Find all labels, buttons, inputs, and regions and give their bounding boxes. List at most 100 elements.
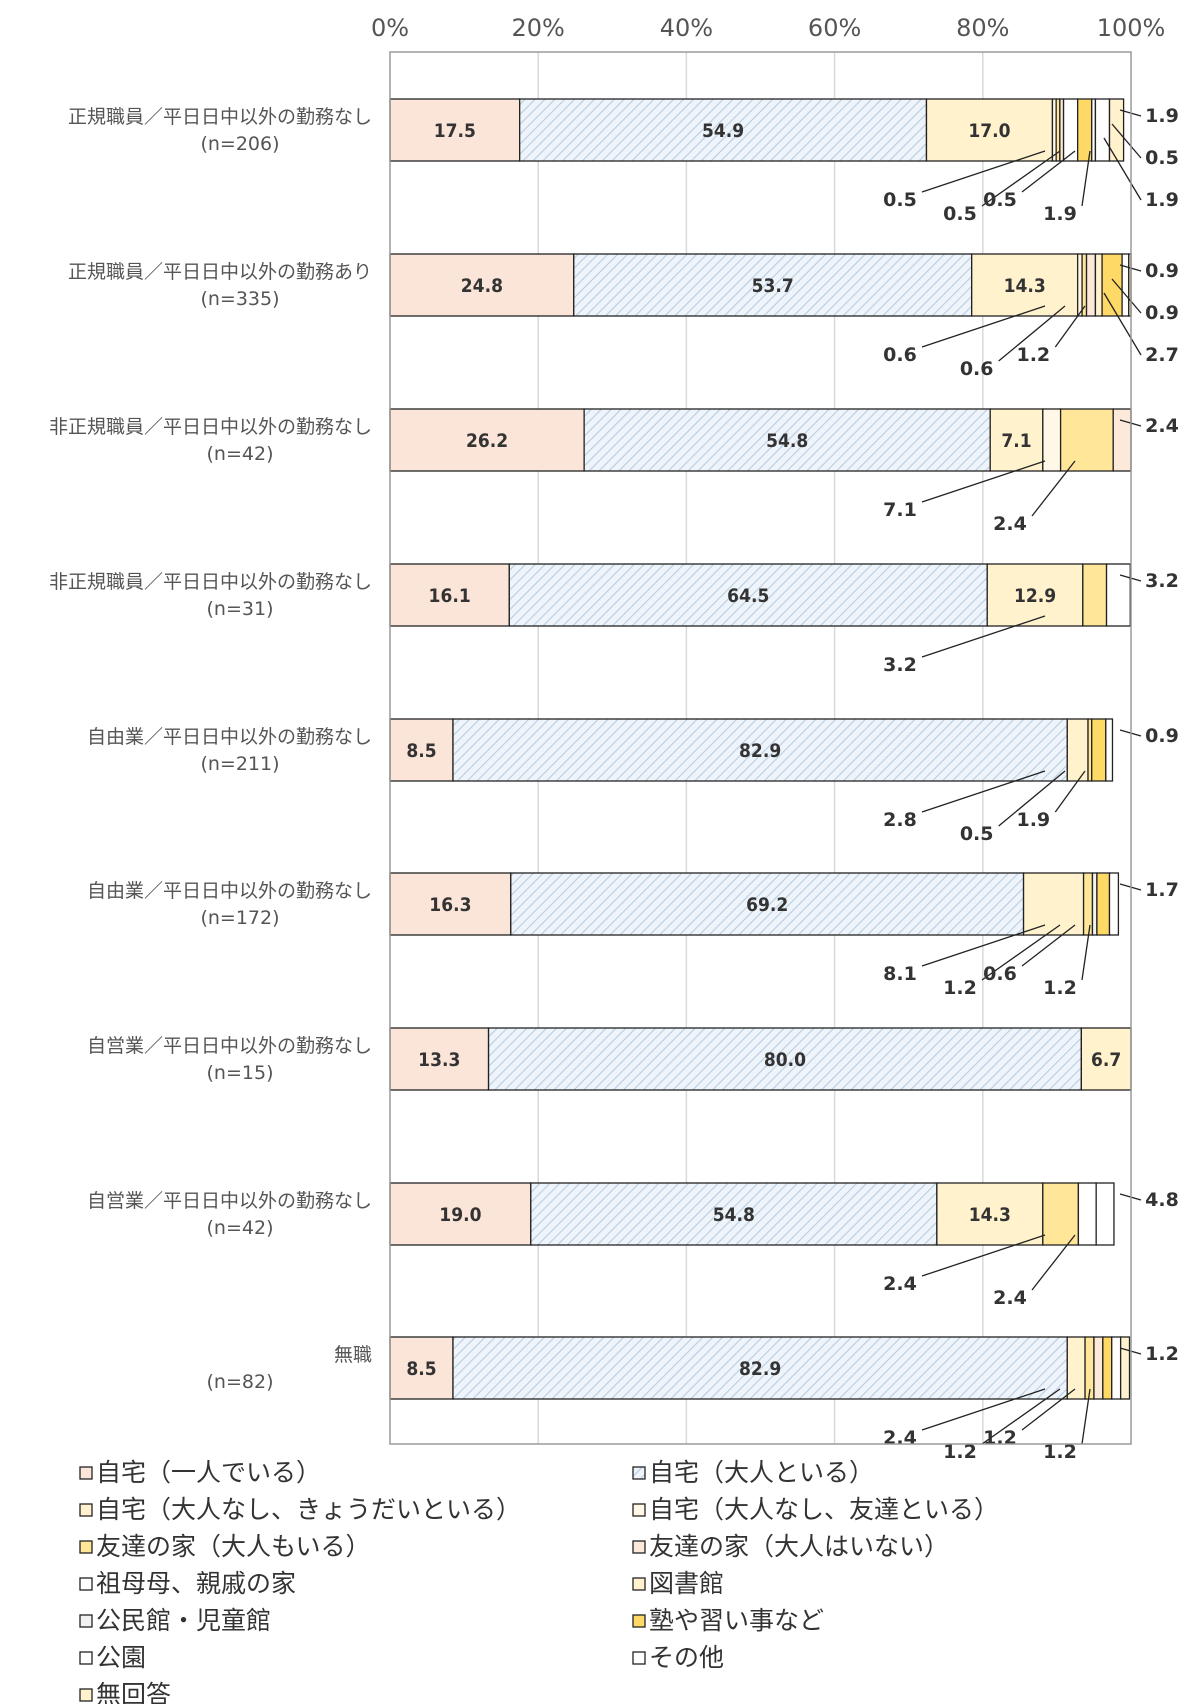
bar-segment (971, 253, 1079, 317)
data-label: 17.5 (434, 120, 476, 142)
data-label: 17.0 (968, 120, 1010, 142)
bar-segment (989, 408, 1044, 472)
leader-line (921, 770, 1046, 813)
bar-segment (487, 1027, 1083, 1091)
callout-label: 1.9 (1016, 809, 1050, 831)
callout-label: 0.5 (983, 189, 1017, 211)
bar-segment (1091, 718, 1107, 782)
legend-swatch (79, 1651, 93, 1665)
bar-segment (1042, 1182, 1080, 1246)
callout-label: 1.7 (1145, 879, 1179, 901)
callout-label: 4.8 (1145, 1189, 1179, 1211)
callout-label: 2.7 (1145, 344, 1179, 366)
legend-swatch (79, 1614, 93, 1628)
leader-line (1081, 150, 1091, 207)
bar-segment (1076, 253, 1083, 317)
bar-segment (1094, 253, 1103, 317)
callout-label: 0.6 (983, 963, 1017, 985)
callout-label: 3.2 (1145, 570, 1179, 592)
bar-segment (389, 1182, 532, 1246)
bar-segment (1085, 253, 1097, 317)
callout-label: 1.9 (1043, 203, 1077, 225)
category-label: 非正規職員／平日日中以外の勤務なし (49, 416, 372, 438)
bar-segment (1105, 563, 1131, 627)
callout-label: 2.4 (883, 1273, 917, 1295)
legend-swatch (79, 1577, 93, 1591)
legend-swatch (632, 1651, 646, 1665)
category-sublabel: (n=31) (207, 598, 274, 620)
leader-line (1103, 137, 1142, 201)
leader-line (921, 1234, 1046, 1277)
bar-segment (1108, 872, 1120, 936)
category-label: 正規職員／平日日中以外の勤務あり (68, 261, 372, 283)
leader-line (1103, 292, 1142, 356)
leader-line (921, 615, 1046, 658)
category-sublabel: (n=42) (207, 443, 274, 465)
leader-line (1054, 305, 1086, 348)
data-label: 7.1 (1001, 430, 1031, 452)
callout-label: 8.1 (883, 963, 917, 985)
legend-label: 自宅（大人といる） (649, 1458, 874, 1487)
category-label: 自由業／平日日中以外の勤務なし (87, 880, 372, 902)
bar-segment (389, 98, 521, 162)
data-label: 13.3 (418, 1049, 460, 1071)
category-sublabel: (n=206) (200, 133, 279, 155)
leader-line (998, 305, 1066, 362)
category-sublabel: (n=172) (200, 907, 279, 929)
legend-label: 無回答 (96, 1680, 171, 1704)
bar-segment (389, 718, 454, 782)
data-label: 16.1 (429, 585, 471, 607)
leader-line (1111, 123, 1142, 159)
leader-line (1111, 278, 1142, 314)
bar-segment (508, 563, 988, 627)
bar-segment (519, 98, 928, 162)
callout-label: 1.9 (1145, 105, 1179, 127)
leader-line (921, 460, 1046, 503)
legend-swatch (632, 1540, 646, 1554)
callout-label: 0.9 (1145, 302, 1179, 324)
x-tick-label: 40% (660, 14, 713, 42)
callout-label: 1.2 (1016, 344, 1050, 366)
leader-line (1054, 770, 1086, 813)
legend-swatch (79, 1540, 93, 1554)
data-label: 54.9 (702, 120, 744, 142)
bar-segment (1062, 98, 1079, 162)
bar-segment (452, 1336, 1068, 1400)
category-label: 自由業／平日日中以外の勤務なし (87, 726, 372, 748)
data-label: 12.9 (1014, 585, 1056, 607)
data-label: 54.8 (713, 1204, 755, 1226)
bar-segment (1095, 1182, 1115, 1246)
data-label: 14.3 (969, 1204, 1011, 1226)
callout-label: 7.1 (883, 499, 917, 521)
legend-swatch (79, 1688, 93, 1702)
category-sublabel: (n=82) (207, 1371, 274, 1393)
bar-segment (1042, 408, 1062, 472)
callout-label: 2.4 (993, 1287, 1027, 1309)
callout-label: 1.2 (983, 1427, 1017, 1449)
plot-frame (389, 51, 1132, 1445)
callout-label: 1.9 (1145, 189, 1179, 211)
legend-label: 自宅（大人なし、友達といる） (649, 1495, 999, 1524)
legend-label: 友達の家（大人もいる） (96, 1532, 371, 1561)
callout-label: 0.6 (883, 344, 917, 366)
data-label: 53.7 (752, 275, 794, 297)
category-sublabel: (n=42) (207, 1217, 274, 1239)
callout-label: 0.5 (960, 823, 994, 845)
bar-segment (583, 408, 991, 472)
leader-line (981, 1388, 1061, 1445)
callout-label: 2.4 (993, 513, 1027, 535)
bar-segment (1121, 253, 1130, 317)
data-label: 82.9 (739, 1358, 781, 1380)
callout-labels: 0.5 0.5 0.5 1.9 1.9 0.5 1.9 0.6 0.6 1.2 0.9 0.9 2.7 7… (883, 105, 1179, 1463)
category-sublabel: (n=211) (200, 753, 279, 775)
bar-segment (510, 872, 1025, 936)
category-sublabel: (n=335) (200, 288, 279, 310)
bar-segment (1093, 1336, 1104, 1400)
legend-label: 自宅（一人でいる） (96, 1458, 321, 1487)
leader-line (998, 770, 1066, 827)
legend-swatch (632, 1503, 646, 1517)
callout-label: 2.4 (1145, 415, 1179, 437)
legend-label: 公園 (96, 1643, 146, 1672)
bar-segment (573, 253, 973, 317)
